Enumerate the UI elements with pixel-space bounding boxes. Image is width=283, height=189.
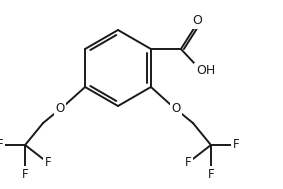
Text: F: F: [22, 167, 28, 180]
Text: F: F: [233, 139, 239, 152]
Text: O: O: [171, 102, 181, 115]
Text: F: F: [185, 156, 191, 170]
Text: O: O: [192, 15, 202, 28]
Text: O: O: [55, 102, 65, 115]
Text: F: F: [0, 139, 3, 152]
Text: F: F: [208, 167, 214, 180]
Text: F: F: [45, 156, 52, 170]
Text: OH: OH: [196, 64, 216, 77]
